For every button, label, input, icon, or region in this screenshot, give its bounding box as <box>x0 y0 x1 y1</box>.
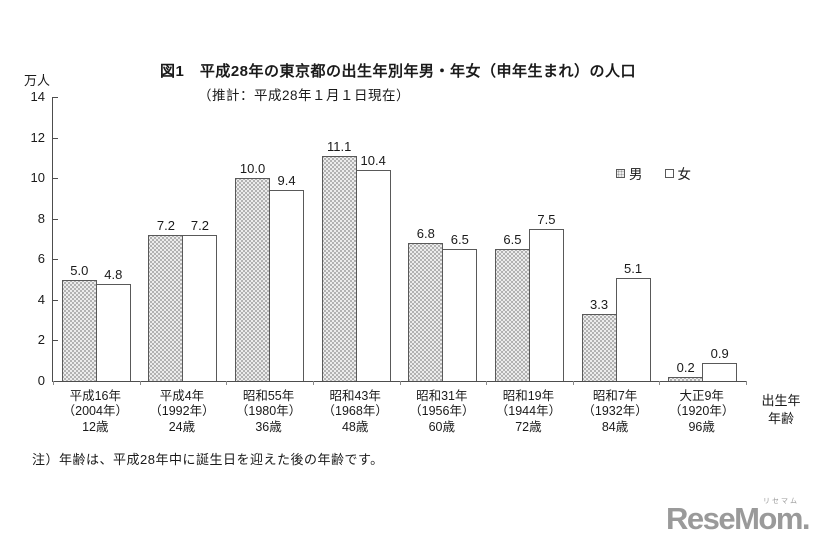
category-label: 昭和43年 （1968年） 48歳 <box>322 389 388 434</box>
bar-female: 7.2 <box>182 218 218 381</box>
bar-male: 5.0 <box>61 263 97 381</box>
bar-group: 11.1 10.4 <box>313 97 400 381</box>
bar-value-label: 5.0 <box>70 262 89 278</box>
bar-group: 6.8 6.5 <box>400 97 487 381</box>
bar-value-label: 4.8 <box>104 266 123 282</box>
bar-value-label: 10.0 <box>239 161 266 177</box>
bar-male: 11.1 <box>321 139 357 381</box>
chart-title: 図1 平成28年の東京都の出生年別年男・年女（申年生まれ）の人口 <box>160 63 637 80</box>
category-label: 昭和55年 （1980年） 36歳 <box>235 389 302 434</box>
y-axis-unit-label: 万人 <box>24 73 51 88</box>
legend-item-male: 男 <box>616 163 643 183</box>
y-tick-mark <box>53 178 58 180</box>
x-axis-caption: 出生年 年齢 <box>750 392 812 427</box>
plot-area: 0 2 4 6 8 10 12 14 5.0 4.8 7.2 7.2 10.0 9.4 11.1 10.4 6… <box>31 89 747 388</box>
bar-value-label: 0.9 <box>710 345 729 361</box>
y-tick-label: 6 <box>37 251 45 267</box>
bar-value-label: 10.4 <box>360 153 386 169</box>
y-tick-mark <box>53 137 58 139</box>
y-tick-label: 2 <box>37 332 45 348</box>
category-label: 大正9年 （1920年） 96歳 <box>669 389 735 434</box>
legend-female-label: 女 <box>677 167 692 182</box>
x-tick-mark <box>53 381 54 385</box>
bar-female: 9.4 <box>269 173 305 381</box>
category-label: 昭和7年 （1932年） 84歳 <box>582 389 648 434</box>
x-tick-mark <box>746 381 747 385</box>
y-tick-mark <box>53 340 58 342</box>
y-tick-mark <box>53 218 58 220</box>
x-tick-mark <box>226 381 228 385</box>
y-tick-label: 14 <box>30 89 45 104</box>
bar-groups: 5.0 4.8 7.2 7.2 10.0 9.4 11.1 10.4 6.8 6.5 6.5 7.5 3… <box>53 97 746 381</box>
bar-value-label: 0.2 <box>676 359 695 375</box>
bar-female: 5.1 <box>615 261 651 381</box>
legend-male-label: 男 <box>629 167 643 182</box>
y-tick-label: 4 <box>37 291 45 307</box>
bar-value-label: 5.1 <box>624 260 643 276</box>
bar-value-label: 9.4 <box>277 173 296 189</box>
x-axis-caption-line1: 出生年 <box>761 393 801 408</box>
bar-value-label: 11.1 <box>327 138 352 154</box>
bar-group: 6.5 7.5 <box>486 97 573 381</box>
bar-female: 0.9 <box>702 346 738 381</box>
bar-male: 6.8 <box>408 226 444 381</box>
bar-male: 0.2 <box>668 360 704 381</box>
category-label: 平成16年 （2004年） 12歳 <box>62 389 128 434</box>
chart-subtitle: （推計：平成28年１月１日現在） <box>198 88 411 103</box>
bar-female: 10.4 <box>355 153 391 381</box>
bar-male: 6.5 <box>494 232 530 381</box>
legend: 男 女 <box>616 163 691 183</box>
y-tick-label: 0 <box>37 373 45 388</box>
y-tick-label: 10 <box>30 170 45 186</box>
bar-male: 10.0 <box>235 161 271 381</box>
bar-value-label: 7.2 <box>190 217 209 233</box>
y-tick-label: 8 <box>37 210 45 226</box>
legend-item-female: 女 <box>664 163 692 183</box>
logo-wordmark: ReseMom. <box>665 501 811 536</box>
bar-group: 10.0 9.4 <box>226 97 313 381</box>
y-tick-label: 12 <box>30 129 45 145</box>
bar-value-label: 6.5 <box>450 232 469 248</box>
x-tick-mark <box>572 381 574 385</box>
bar-group: 7.2 7.2 <box>140 97 227 381</box>
x-tick-mark <box>139 381 141 385</box>
bar-female: 7.5 <box>528 212 564 381</box>
x-tick-mark <box>659 381 661 385</box>
y-tick-mark <box>53 97 58 98</box>
bar-male: 7.2 <box>148 218 184 381</box>
x-axis-category-labels: 平成16年 （2004年） 12歳 平成4年 （1992年） 24歳 昭和55年 （1980年… <box>52 389 745 435</box>
category-label: 昭和31年 （1956年） 60歳 <box>409 389 475 434</box>
bar-group: 0.2 0.9 <box>659 97 746 381</box>
x-axis-caption-line2: 年齢 <box>767 410 794 426</box>
legend-male-swatch-icon <box>616 168 625 178</box>
bar-male: 3.3 <box>581 297 617 381</box>
bar-group: 3.3 5.1 <box>573 97 660 381</box>
bar-female: 6.5 <box>442 232 478 381</box>
resemom-logo: リセマム ReseMom. <box>665 498 811 536</box>
y-tick-mark <box>53 259 58 261</box>
logo-kana-label: リセマム <box>763 498 799 505</box>
bar-value-label: 6.5 <box>503 232 522 248</box>
category-label: 昭和19年 （1944年） 72歳 <box>495 389 562 434</box>
bar-value-label: 6.8 <box>416 226 435 242</box>
x-tick-mark <box>399 381 401 385</box>
footnote: 注）年齢は、平成28年中に誕生日を迎えた後の年齢です。 <box>32 452 384 467</box>
chart-header: 図1 平成28年の東京都の出生年別年男・年女（申年生まれ）の人口 （推計：平成2… <box>160 60 636 104</box>
x-tick-mark <box>312 381 314 385</box>
bar-female: 4.8 <box>95 267 131 381</box>
y-tick-mark <box>53 299 58 301</box>
x-tick-mark <box>486 381 488 385</box>
bar-value-label: 7.2 <box>156 217 175 233</box>
bar-group: 5.0 4.8 <box>53 97 140 381</box>
bar-value-label: 3.3 <box>590 297 609 313</box>
bar-value-label: 7.5 <box>537 211 556 227</box>
category-label: 平成4年 （1992年） 24歳 <box>149 389 215 434</box>
legend-female-swatch-icon <box>664 168 674 178</box>
